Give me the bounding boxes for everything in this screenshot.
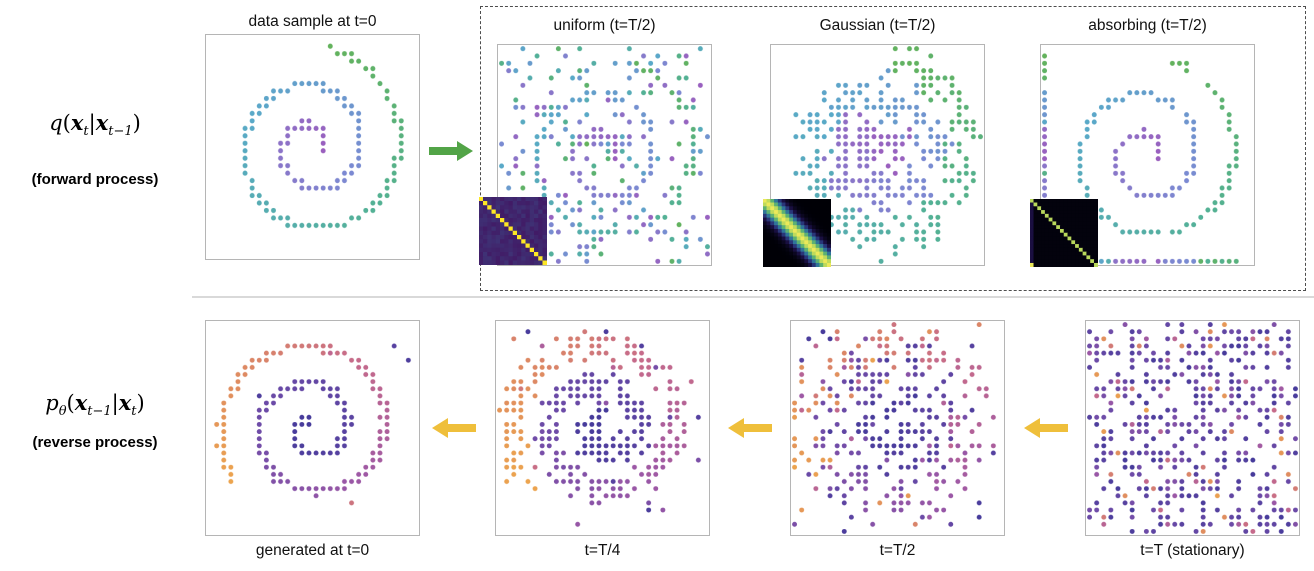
reverse-t2-title: t=T/2 bbox=[879, 542, 916, 559]
absorbing-transition-matrix bbox=[1030, 199, 1098, 267]
stationary-scatter bbox=[1086, 321, 1299, 535]
forward-data-scatter bbox=[206, 35, 419, 259]
reverse-t0-panel bbox=[205, 320, 420, 536]
uniform-matrix-heatmap bbox=[479, 197, 547, 265]
absorbing-matrix-heatmap bbox=[1030, 199, 1098, 267]
stationary-title: t=T (stationary) bbox=[1140, 542, 1245, 559]
reverse-arrow-icon-3 bbox=[1024, 418, 1068, 438]
reverse-t4-panel bbox=[495, 320, 710, 536]
reverse-t4-scatter bbox=[496, 321, 709, 535]
noise-variants-group-box bbox=[480, 6, 1306, 291]
data-sample-title: data sample at t=0 bbox=[248, 13, 377, 30]
forward-arrow-icon bbox=[429, 141, 473, 161]
forward-data-panel bbox=[205, 34, 420, 260]
reverse-t0-title: generated at t=0 bbox=[255, 542, 370, 559]
reverse-process-equation: pθ(xt−1|xt) bbox=[45, 390, 145, 420]
reverse-t0-scatter bbox=[206, 321, 419, 535]
absorbing-panel-title: absorbing (t=T/2) bbox=[1088, 17, 1207, 34]
eq-p: p bbox=[45, 391, 59, 415]
reverse-arrow-icon-2 bbox=[728, 418, 772, 438]
stationary-panel bbox=[1085, 320, 1300, 536]
uniform-panel-title: uniform (t=T/2) bbox=[553, 17, 656, 34]
uniform-transition-matrix bbox=[479, 197, 547, 265]
gaussian-transition-matrix bbox=[763, 199, 831, 267]
reverse-arrow-icon-1 bbox=[432, 418, 476, 438]
row-divider bbox=[192, 296, 1314, 298]
reverse-process-label: (reverse process) bbox=[32, 434, 158, 451]
reverse-t2-scatter bbox=[791, 321, 1004, 535]
reverse-t2-panel bbox=[790, 320, 1005, 536]
forward-process-label: (forward process) bbox=[31, 171, 159, 188]
gaussian-panel-title: Gaussian (t=T/2) bbox=[819, 17, 936, 34]
reverse-t4-title: t=T/4 bbox=[584, 542, 621, 559]
eq-q: q bbox=[49, 111, 63, 135]
forward-process-equation: q(xt|xt−1) bbox=[49, 110, 141, 140]
gaussian-matrix-heatmap bbox=[763, 199, 831, 267]
